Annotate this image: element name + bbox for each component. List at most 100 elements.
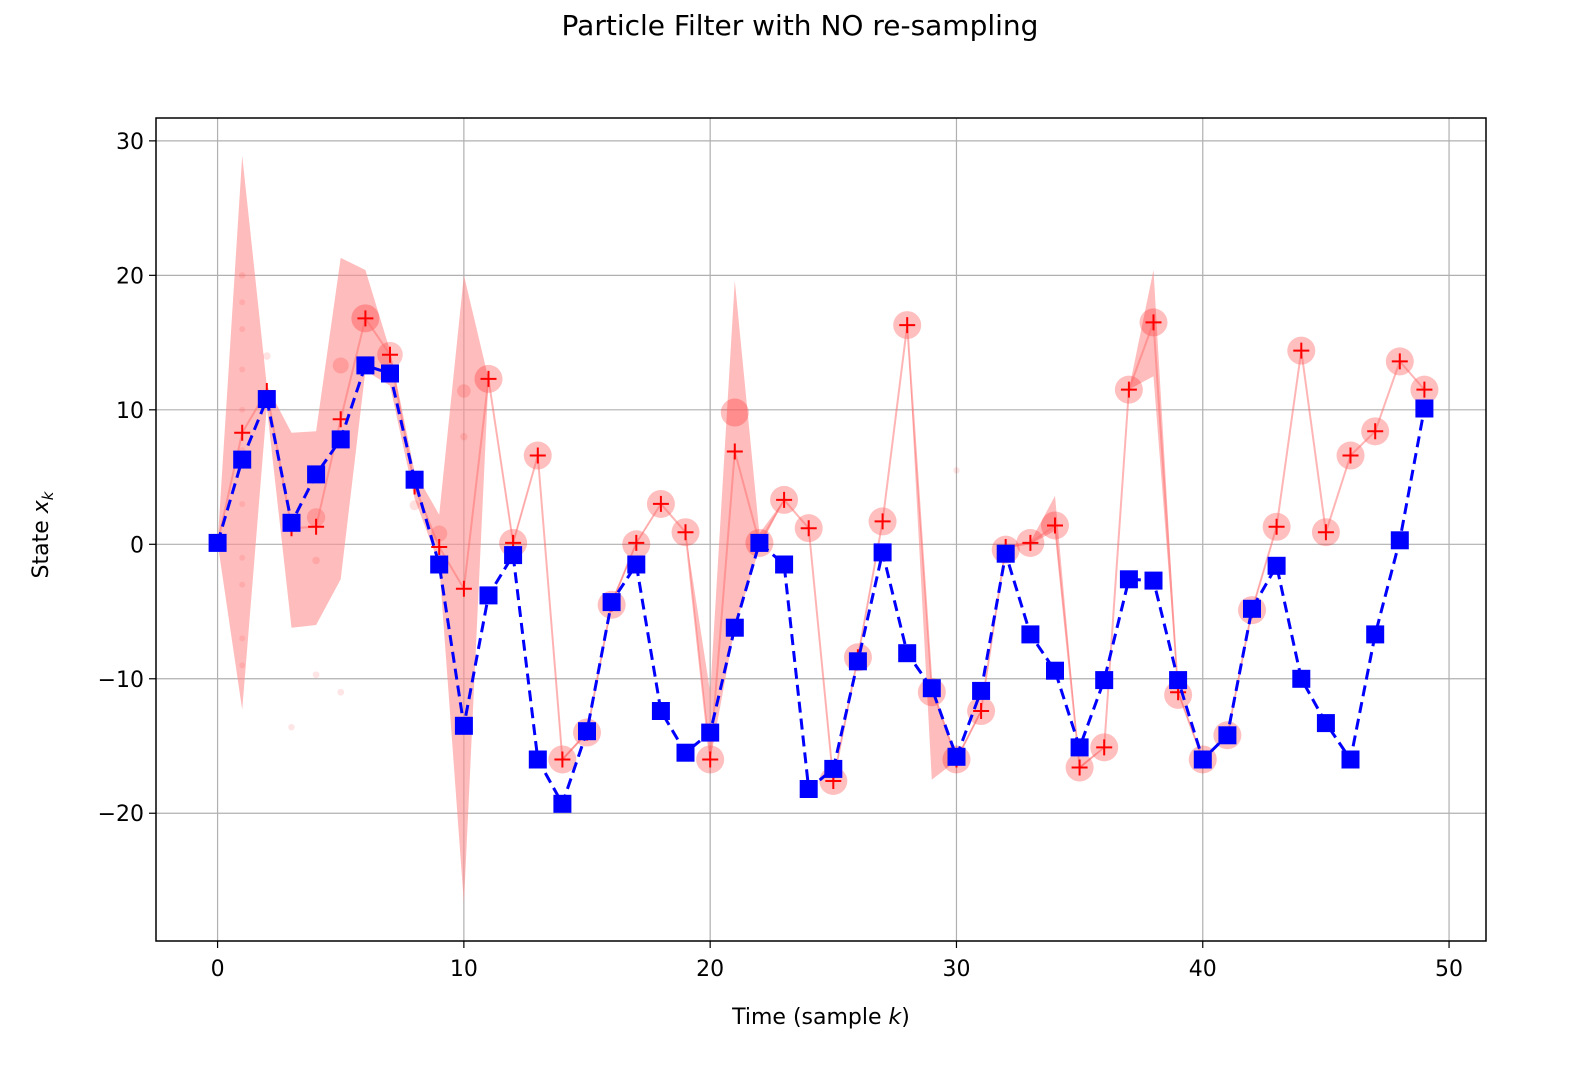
particle-marker xyxy=(409,500,420,511)
particle-marker xyxy=(239,299,246,306)
estimate-point xyxy=(1367,423,1384,440)
particle-marker xyxy=(953,467,960,474)
true-state-point xyxy=(1046,661,1064,680)
true-state-point xyxy=(1341,750,1360,769)
estimate-point xyxy=(1145,314,1162,331)
estimate-point xyxy=(308,518,325,535)
estimate-point xyxy=(1022,534,1039,551)
true-state-point xyxy=(1119,570,1138,589)
particle-marker xyxy=(239,406,246,413)
true-state-point xyxy=(873,543,892,562)
true-state-point xyxy=(1415,399,1434,418)
uncertainty-band xyxy=(217,155,1425,904)
estimate-point xyxy=(973,703,990,719)
particle-marker xyxy=(337,688,345,696)
true-state-point xyxy=(553,794,572,813)
true-state-point xyxy=(405,470,424,489)
true-state-point xyxy=(381,364,399,383)
grid xyxy=(156,118,1486,941)
x-tick-label: 30 xyxy=(942,957,970,982)
particle-marker xyxy=(312,671,320,679)
true-state-point xyxy=(1292,669,1311,688)
true-state-point xyxy=(701,723,720,742)
y-tick-label: 30 xyxy=(116,130,144,155)
true-state-point xyxy=(922,679,941,698)
true-state-point xyxy=(1193,750,1212,769)
true-state-point xyxy=(1218,726,1237,745)
true-state-point xyxy=(1316,714,1335,733)
true-state-point xyxy=(1021,625,1040,644)
true-state-point xyxy=(233,450,252,469)
estimate-point xyxy=(1047,517,1063,534)
true-state-point xyxy=(1243,599,1261,618)
particle-marker xyxy=(239,500,246,507)
estimate-point xyxy=(874,513,891,530)
estimate-point xyxy=(554,751,571,768)
estimate-point xyxy=(1391,353,1408,370)
estimate-point xyxy=(455,580,472,597)
particle-marker xyxy=(460,432,468,441)
true-state-point xyxy=(627,555,646,574)
particle-marker xyxy=(457,384,471,398)
true-state-point xyxy=(898,644,917,663)
true-state-point xyxy=(307,465,326,484)
estimate-point xyxy=(1342,447,1359,464)
true-state-point xyxy=(725,618,744,637)
estimate-point xyxy=(234,424,251,441)
x-tick-label: 50 xyxy=(1435,957,1463,982)
x-axis-label: Time (sample k) xyxy=(731,1005,910,1030)
estimate-point xyxy=(702,751,719,768)
true-state-point xyxy=(651,702,670,720)
true-state-point xyxy=(282,513,301,532)
estimate-point xyxy=(652,495,669,512)
particle-marker xyxy=(306,508,326,527)
true-state-point xyxy=(504,546,523,565)
true-state-point xyxy=(331,430,350,449)
estimate-point xyxy=(382,346,398,363)
particle-marker xyxy=(239,662,246,669)
x-tick-label: 40 xyxy=(1189,957,1217,982)
particle-marker xyxy=(239,581,246,588)
y-tick-label: 20 xyxy=(116,264,144,289)
estimate-point xyxy=(800,520,817,537)
true-state-point xyxy=(208,533,227,552)
axis-ticks: 0 10 20 30 40 50 30 20 10 0 −10 −20 xyxy=(98,130,1463,982)
true-state-point xyxy=(972,681,991,700)
true-state-point xyxy=(676,743,695,762)
true-state-point xyxy=(1390,531,1409,550)
particle-marker xyxy=(239,272,246,279)
true-state-point xyxy=(257,390,276,409)
true-state-point xyxy=(1070,738,1089,757)
true-state-point xyxy=(947,747,966,766)
y-axis-label: State xk xyxy=(29,490,57,578)
estimate-point xyxy=(357,310,374,327)
particle-marker xyxy=(720,398,749,427)
true-state-point xyxy=(602,593,621,612)
true-state-point xyxy=(1267,556,1286,575)
uncertainty-band-layer xyxy=(217,155,1425,904)
true-state-point xyxy=(799,780,818,798)
particle-marker xyxy=(312,556,320,565)
true-state-point xyxy=(430,555,449,574)
x-tick-label: 10 xyxy=(450,957,478,982)
estimate-point xyxy=(1293,342,1310,359)
true-state-point xyxy=(1366,625,1385,644)
true-state-point xyxy=(824,759,843,778)
y-tick-label: 0 xyxy=(130,533,144,558)
true-state-point xyxy=(479,586,498,605)
plot-frame xyxy=(155,117,1487,942)
true-state-point xyxy=(454,716,473,735)
true-state-point xyxy=(1144,571,1163,590)
y-tick-label: −10 xyxy=(98,668,144,693)
particle-marker xyxy=(239,554,246,561)
estimate-point xyxy=(1416,381,1433,398)
estimate-point xyxy=(726,443,743,460)
x-tick-label: 20 xyxy=(696,957,724,982)
true-state-point xyxy=(775,555,794,574)
true-state-point xyxy=(996,544,1015,563)
estimate-point xyxy=(529,447,546,464)
estimate-point xyxy=(480,370,497,387)
